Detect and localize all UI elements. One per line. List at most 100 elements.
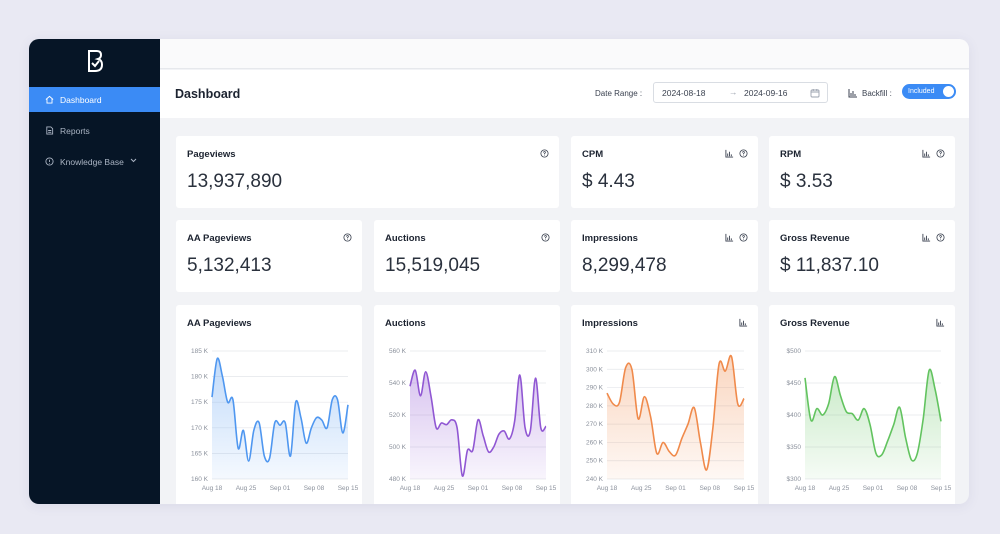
series-line (409, 369, 547, 477)
y-tick-label: $450 (787, 380, 802, 387)
gross-revenue-chart: $500 $450 $400 $350 $300 Aug 18 Aug 25 Sep 01 Se… (787, 348, 952, 492)
metric-title: CPM (582, 149, 604, 160)
sidebar-item-dashboard[interactable]: Dashboard (29, 87, 160, 112)
x-tick-label: Sep 15 (734, 485, 755, 492)
backfill-toggle-label: Included (908, 88, 935, 95)
x-tick-label: Sep 15 (536, 485, 557, 492)
help-icon[interactable] (343, 233, 352, 242)
backfill-label: Backfill : (862, 89, 892, 98)
bar-chart-icon[interactable] (936, 318, 945, 327)
y-tick-label: 560 K (389, 348, 407, 355)
calendar-icon[interactable] (810, 88, 820, 98)
date-range-label: Date Range : (595, 89, 643, 98)
y-tick-label: $400 (787, 412, 802, 419)
help-icon[interactable] (540, 149, 549, 158)
brand-logo (88, 50, 104, 72)
sidebar-item-label: Knowledge Base (60, 156, 124, 167)
bar-chart-icon[interactable] (725, 233, 734, 242)
y-tick-label: 520 K (389, 412, 407, 419)
bar-chart-icon[interactable] (922, 149, 931, 158)
x-tick-label: Sep 01 (468, 485, 489, 492)
chart-title: Impressions (582, 318, 638, 329)
y-tick-label: 185 K (191, 348, 209, 355)
x-tick-label: Sep 01 (270, 485, 291, 492)
x-tick-label: Aug 25 (631, 485, 652, 492)
metric-value: 5,132,413 (187, 255, 272, 276)
y-tick-label: 175 K (191, 399, 209, 406)
y-tick-label: 290 K (586, 385, 604, 392)
metric-card-pageviews: Pageviews 13,937,890 (176, 136, 559, 208)
y-tick-label: $350 (787, 444, 802, 451)
app-window: Dashboard Reports Knowledge Base Dashboa… (29, 39, 969, 504)
x-tick-label: Aug 18 (400, 485, 421, 492)
series-line (804, 368, 942, 462)
y-tick-label: 240 K (586, 476, 604, 483)
metric-title: Auctions (385, 233, 426, 244)
metric-value: 15,519,045 (385, 255, 481, 276)
chevron-down-icon (130, 158, 137, 165)
x-tick-label: Sep 08 (502, 485, 523, 492)
x-tick-label: Sep 08 (699, 485, 720, 492)
x-tick-label: Sep 08 (304, 485, 325, 492)
bar-chart-icon[interactable] (922, 233, 931, 242)
start-date-field[interactable]: 2024-08-18 (662, 88, 706, 98)
y-tick-label: 480 K (389, 476, 407, 483)
y-tick-label: 250 K (586, 458, 604, 465)
impressions-chart: 310 K 300 K 290 K 280 K 270 K 260 K 250 K 240 K… (586, 348, 755, 492)
x-tick-label: Aug 18 (597, 485, 618, 492)
x-tick-label: Aug 18 (795, 485, 816, 492)
toggle-knob (943, 86, 954, 97)
series-area (607, 355, 744, 479)
sidebar-item-knowledge-base[interactable]: Knowledge Base (29, 149, 160, 174)
help-icon[interactable] (936, 149, 945, 158)
y-tick-label: 260 K (586, 439, 604, 446)
metric-title: Pageviews (187, 149, 236, 160)
bar-chart-icon[interactable] (739, 318, 748, 327)
y-tick-label: $500 (787, 348, 802, 355)
y-tick-label: $300 (787, 476, 802, 483)
chart-card-auctions: Auctions 560 K 540 K 520 K 500 K 480 K Aug 18… (374, 305, 560, 504)
arrow-right-icon: → (729, 87, 738, 97)
sidebar-item-label: Reports (60, 125, 90, 136)
document-icon (45, 126, 54, 135)
help-icon[interactable] (936, 233, 945, 242)
chart-card-impressions: Impressions 310 K 300 K 290 K 280 K 270 K 260… (571, 305, 758, 504)
metric-card-aa-pageviews: AA Pageviews 5,132,413 (176, 220, 362, 292)
y-tick-label: 300 K (586, 366, 604, 373)
metric-card-cpm: CPM $ 4.43 (571, 136, 758, 208)
bar-chart-icon[interactable] (725, 149, 734, 158)
x-tick-label: Aug 25 (236, 485, 257, 492)
help-icon[interactable] (739, 233, 748, 242)
help-circle-icon (45, 157, 54, 166)
end-date-field[interactable]: 2024-09-16 (744, 88, 788, 98)
series-line (606, 354, 745, 471)
aa-pageviews-chart: 185 K 180 K 175 K 170 K 165 K 160 K Aug 18 Aug … (191, 348, 359, 492)
help-icon[interactable] (739, 149, 748, 158)
chart-card-gross-revenue: Gross Revenue $500 $450 $400 $350 $300 Aug 18… (769, 305, 955, 504)
x-tick-label: Aug 25 (829, 485, 850, 492)
metric-card-impressions: Impressions 8,299,478 (571, 220, 758, 292)
metric-value: $ 4.43 (582, 171, 635, 192)
help-icon[interactable] (541, 233, 550, 242)
metric-value: $ 3.53 (780, 171, 833, 192)
y-tick-label: 270 K (586, 421, 604, 428)
auctions-chart: 560 K 540 K 520 K 500 K 480 K Aug 18 Aug 25 Sep… (389, 348, 557, 492)
home-icon (45, 95, 54, 104)
metric-card-auctions: Auctions 15,519,045 (374, 220, 560, 292)
metric-value: 8,299,478 (582, 255, 667, 276)
metric-title: AA Pageviews (187, 233, 252, 244)
sidebar-item-label: Dashboard (60, 94, 102, 105)
series-area (410, 370, 546, 479)
bar-chart-icon (848, 89, 857, 98)
date-range-picker[interactable]: 2024-08-18 → 2024-09-16 (653, 82, 828, 103)
y-tick-label: 540 K (389, 380, 407, 387)
chart-card-aa-pageviews: AA Pageviews 185 K 180 K 175 K 170 K 165 K 16… (176, 305, 362, 504)
backfill-toggle[interactable]: Included (902, 84, 956, 99)
x-tick-label: Sep 15 (931, 485, 952, 492)
sidebar-item-reports[interactable]: Reports (29, 118, 160, 143)
y-tick-label: 165 K (191, 450, 209, 457)
metric-card-gross-revenue: Gross Revenue $ 11,837.10 (769, 220, 955, 292)
chart-title: AA Pageviews (187, 318, 252, 329)
y-tick-label: 180 K (191, 374, 209, 381)
y-tick-label: 170 K (191, 425, 209, 432)
